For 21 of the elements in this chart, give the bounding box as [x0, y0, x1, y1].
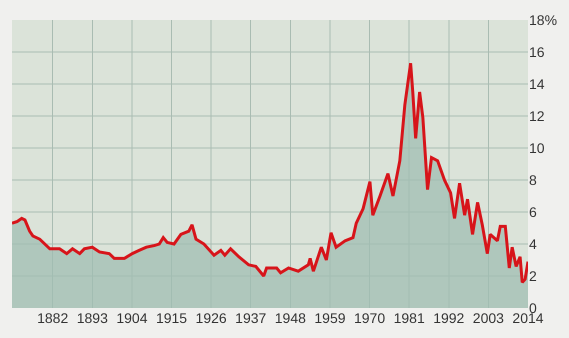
- y-tick-label: 14: [529, 76, 545, 92]
- y-tick-label: 12: [529, 108, 545, 124]
- x-tick-label: 1882: [37, 310, 68, 326]
- x-tick-label: 1992: [433, 310, 465, 326]
- x-tick-label: 1970: [354, 310, 386, 326]
- y-tick-label: 4: [529, 236, 537, 252]
- x-tick-label: 1926: [196, 310, 227, 326]
- y-tick-label: 2: [529, 268, 537, 284]
- y-tick-label: 8: [529, 172, 537, 188]
- x-tick-label: 1904: [116, 310, 148, 326]
- x-tick-label: 1915: [156, 310, 188, 326]
- y-tick-label: 6: [529, 204, 537, 220]
- x-tick-label: 1959: [314, 310, 346, 326]
- y-tick-label: 18%: [529, 12, 558, 28]
- x-tick-label: 1893: [76, 310, 108, 326]
- x-tick-label: 2003: [472, 310, 504, 326]
- x-tick-label: 1981: [394, 310, 425, 326]
- y-tick-label: 16: [529, 44, 545, 60]
- x-tick-label: 1937: [235, 310, 267, 326]
- x-tick-label: 1948: [274, 310, 306, 326]
- y-tick-label: 10: [529, 140, 545, 156]
